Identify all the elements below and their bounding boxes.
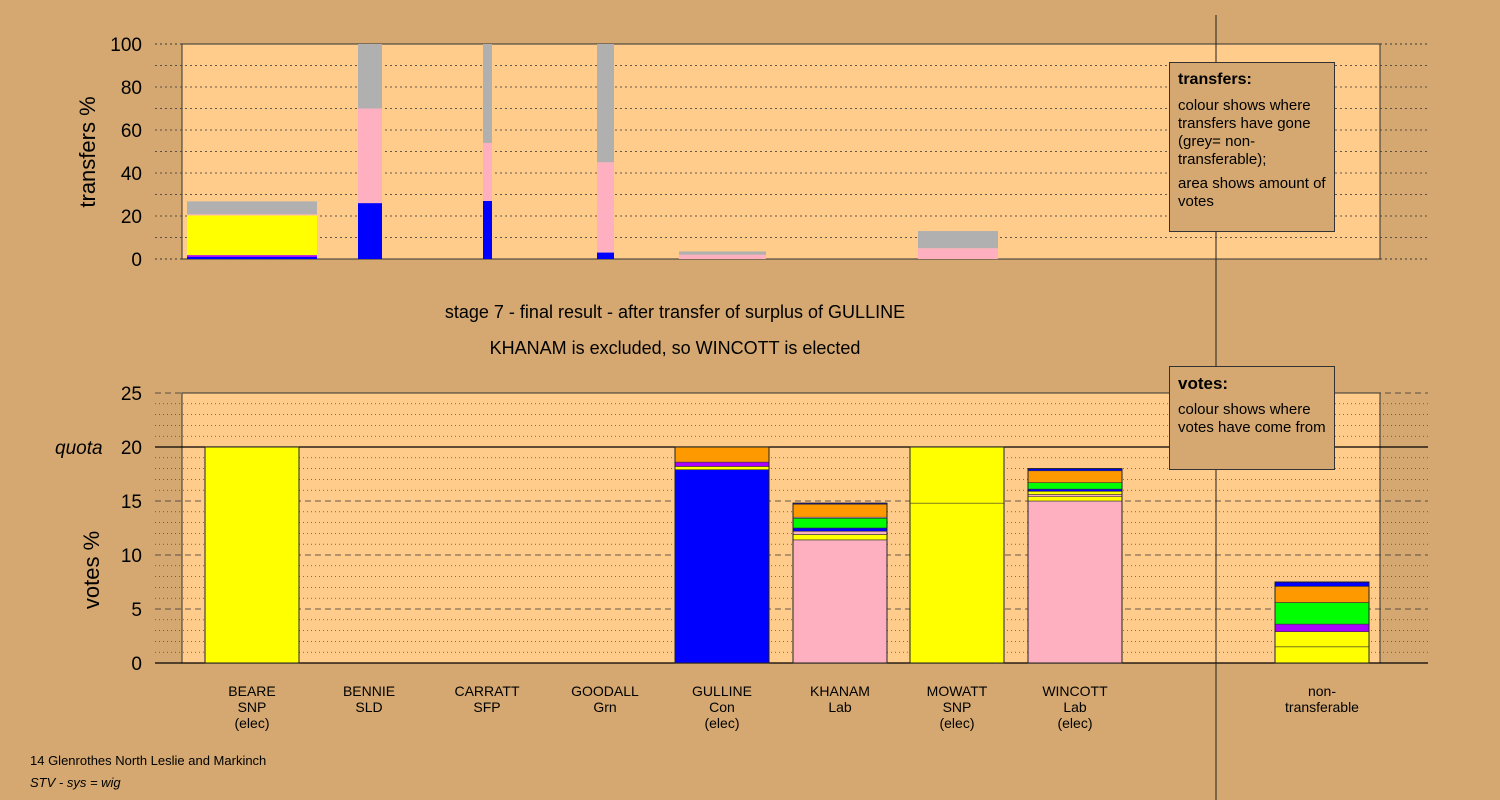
vote-bar-segment: [792, 503, 888, 518]
transfer-bar-segment: [187, 256, 317, 259]
transfer-bar-segment: [187, 201, 317, 215]
vote-bar-segment: [792, 539, 888, 664]
candidate-label: KHANAM: [810, 683, 870, 699]
vote-bar-segment: [1027, 488, 1123, 492]
vote-bar-segment: [1027, 482, 1123, 490]
transfer-bar-segment: [483, 200, 492, 259]
transfers-axis-label: transfers %: [75, 96, 100, 207]
stage-caption: stage 7 - final result - after transfer …: [444, 302, 906, 322]
candidate-label: MOWATT: [927, 683, 988, 699]
transfers-legend-text-2: area shows amount of votes: [1178, 175, 1326, 210]
transfer-bar-segment: [483, 142, 492, 201]
votes-tick-label: 25: [121, 384, 142, 405]
candidate-label: GOODALL: [571, 683, 639, 699]
vote-bar-segment: [1274, 646, 1370, 664]
vote-bar-segment: [674, 469, 770, 664]
transfer-bar-segment: [358, 44, 382, 109]
vote-bar-segment: [1027, 490, 1123, 495]
votes-tick-label: 10: [121, 546, 142, 567]
vote-bar-outline: [1274, 581, 1370, 664]
votes-legend-text: colour shows where votes have come from: [1178, 401, 1326, 436]
vote-bar-segment: [792, 530, 888, 535]
candidate-label: BENNIE: [343, 683, 395, 699]
vote-bar-outline: [674, 446, 770, 664]
vote-bar-segment: [674, 466, 770, 470]
votes-tick-label: 0: [131, 654, 142, 675]
transfer-bar-segment: [679, 254, 766, 259]
votes-legend: votes: colour shows where votes have com…: [1169, 366, 1335, 470]
vote-bar-segment: [1274, 631, 1370, 648]
candidate-label: transferable: [1285, 699, 1359, 715]
transfers-legend-title: transfers:: [1178, 71, 1252, 88]
candidate-label: WINCOTT: [1042, 683, 1108, 699]
vote-bar-segment: [1027, 496, 1123, 502]
candidate-label: (elec): [234, 715, 269, 731]
vote-bar-segment: [792, 517, 888, 529]
vote-bar-segment: [909, 446, 1005, 504]
votes-legend-title: votes:: [1178, 374, 1229, 393]
votes-tick-label: 5: [131, 600, 142, 621]
candidate-label: non-: [1308, 683, 1336, 699]
candidate-label: (elec): [939, 715, 974, 731]
transfer-bar-segment: [679, 251, 766, 255]
candidate-label: SFP: [473, 699, 500, 715]
vote-bar-segment: [909, 502, 1005, 664]
transfer-bar-segment: [187, 214, 317, 216]
candidate-label: SNP: [943, 699, 972, 715]
transfers-tick-label: 100: [110, 35, 142, 56]
transfer-bar-segment: [597, 162, 614, 253]
candidate-label: CARRATT: [454, 683, 520, 699]
candidate-label: SNP: [238, 699, 267, 715]
transfer-bar-segment: [597, 252, 614, 259]
transfer-bar-segment: [358, 203, 382, 259]
footer-system: STV - sys = wig: [30, 775, 121, 790]
transfers-legend-text-1: colour shows where transfers have gone (…: [1178, 97, 1311, 168]
transfer-bar-segment: [358, 108, 382, 204]
vote-bar-segment: [674, 461, 770, 467]
vote-bar-outline: [792, 502, 888, 664]
vote-bar-segment: [792, 534, 888, 541]
vote-bar-segment: [204, 446, 300, 664]
transfers-tick-label: 80: [121, 78, 142, 99]
transfers-tick-label: 60: [121, 121, 142, 142]
vote-bar-segment: [674, 446, 770, 463]
candidate-label: (elec): [1057, 715, 1092, 731]
transfer-bar-segment: [918, 248, 998, 259]
result-caption: KHANAM is excluded, so WINCOTT is electe…: [489, 338, 861, 358]
transfers-tick-label: 0: [131, 250, 142, 271]
candidate-label: SLD: [355, 699, 382, 715]
candidate-label: (elec): [704, 715, 739, 731]
vote-bar-segment: [1027, 500, 1123, 664]
candidate-label: BEARE: [228, 683, 275, 699]
candidate-label: Con: [709, 699, 735, 715]
votes-tick-label: 20: [121, 438, 142, 459]
vote-bar-segment: [1027, 494, 1123, 497]
footer-ward: 14 Glenrothes North Leslie and Markinch: [30, 753, 267, 768]
candidate-label: Lab: [828, 699, 852, 715]
transfer-bar-segment: [918, 231, 998, 249]
transfer-bar-segment: [187, 255, 317, 257]
vote-bar-segment: [1274, 586, 1370, 603]
vote-bar-segment: [792, 527, 888, 532]
transfer-bar-segment: [187, 215, 317, 256]
vote-bar-outline: [1027, 468, 1123, 664]
vote-bar-outline: [204, 446, 300, 664]
candidate-label: Lab: [1063, 699, 1087, 715]
candidate-label: GULLINE: [692, 683, 752, 699]
quota-label: quota: [55, 438, 103, 459]
transfer-bar-segment: [597, 44, 614, 163]
vote-bar-segment: [1274, 581, 1370, 587]
transfers-tick-label: 20: [121, 207, 142, 228]
transfer-bar-segment: [483, 44, 492, 143]
votes-tick-label: 15: [121, 492, 142, 513]
vote-bar-segment: [1274, 623, 1370, 632]
votes-axis-label: votes %: [79, 531, 104, 609]
transfers-legend: transfers: colour shows where transfers …: [1169, 62, 1335, 232]
vote-bar-segment: [1274, 602, 1370, 625]
transfers-tick-label: 40: [121, 164, 142, 185]
candidate-label: Grn: [593, 699, 616, 715]
vote-bar-outline: [909, 446, 1005, 664]
vote-bar-segment: [1027, 470, 1123, 483]
